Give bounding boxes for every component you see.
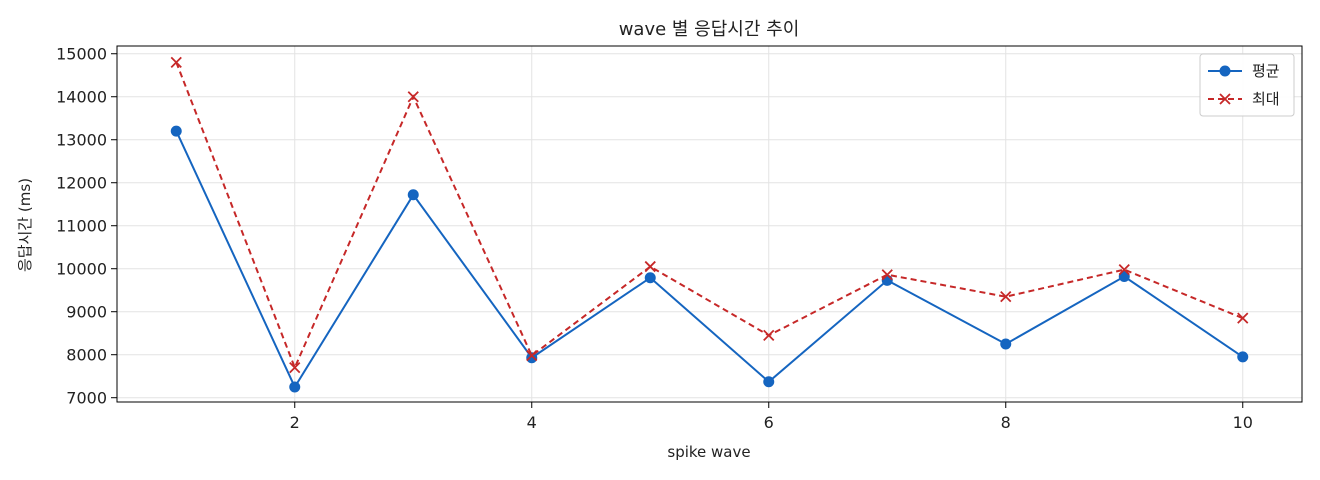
legend-marker [1219, 93, 1231, 105]
series-line [175, 130, 1244, 390]
data-point [1237, 351, 1249, 363]
data-point [1000, 291, 1012, 303]
y-axis-label: 응답시간 (ms) [16, 178, 34, 272]
data-point [644, 272, 656, 284]
data-point [407, 91, 419, 103]
y-tick-label: 9000 [66, 303, 107, 322]
y-tick-label: 10000 [56, 260, 107, 279]
x-tick-label: 2 [290, 413, 300, 432]
y-tick-label: 13000 [56, 131, 107, 150]
data-point [1000, 338, 1012, 350]
legend-label: 최대 [1252, 90, 1280, 108]
legend-marker [1219, 65, 1231, 77]
y-tick-label: 8000 [66, 346, 107, 365]
data-point [170, 125, 182, 137]
plot-area-frame [116, 45, 1303, 403]
series-line [175, 61, 1244, 371]
x-tick-label: 6 [764, 413, 774, 432]
data-point [526, 352, 538, 364]
data-point [1118, 263, 1130, 276]
data-point [407, 189, 419, 201]
y-tick-label: 14000 [56, 88, 107, 107]
axis-ticks: 2 4 6 8 10 7000 8000 9000 10000 11000 12000 13000 14… [56, 45, 1253, 432]
data-point [763, 329, 775, 341]
legend-entry: 평균 [1208, 62, 1280, 80]
y-tick-label: 15000 [56, 45, 107, 64]
x-tick-label: 4 [527, 413, 537, 432]
data-point [1237, 312, 1249, 324]
x-tick-label: 10 [1233, 413, 1253, 432]
x-tick-label: 8 [1001, 413, 1011, 432]
data-point [289, 361, 301, 374]
series-2 [170, 56, 1249, 374]
y-tick-label: 12000 [56, 174, 107, 193]
data-point [1118, 270, 1130, 282]
data-point [289, 381, 301, 393]
chart-title: wave 별 응답시간 추이 [619, 19, 800, 40]
data-point [170, 56, 182, 68]
series-1 [170, 125, 1249, 393]
data-point [763, 376, 775, 388]
legend-label: 평균 [1252, 62, 1280, 80]
data-point [881, 269, 893, 281]
data-point [644, 260, 656, 273]
data-point [526, 349, 538, 362]
x-axis-label: spike wave [667, 443, 750, 461]
y-tick-label: 7000 [66, 389, 107, 408]
grid [117, 46, 1302, 402]
series-layer [170, 56, 1249, 393]
legend-entry: 최대 [1208, 90, 1280, 108]
y-tick-label: 11000 [56, 217, 107, 236]
legend-box [1199, 53, 1295, 117]
